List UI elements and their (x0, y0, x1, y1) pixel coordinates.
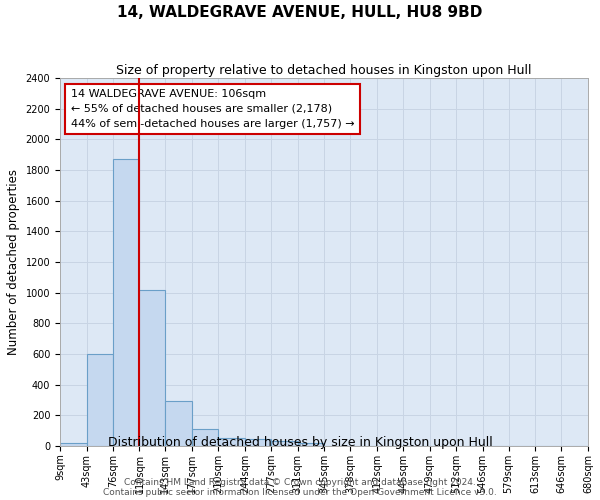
Text: 14 WALDEGRAVE AVENUE: 106sqm
← 55% of detached houses are smaller (2,178)
44% of: 14 WALDEGRAVE AVENUE: 106sqm ← 55% of de… (71, 89, 354, 128)
Bar (60, 443, 87, 446)
Bar (245, 439, 271, 446)
Bar (87, 354, 113, 446)
Bar (192, 429, 218, 446)
Text: Contains HM Land Registry data © Crown copyright and database right 2024.: Contains HM Land Registry data © Crown c… (124, 478, 476, 487)
Bar (113, 160, 139, 446)
Text: Distribution of detached houses by size in Kingston upon Hull: Distribution of detached houses by size … (107, 436, 493, 449)
Bar (166, 400, 192, 446)
Text: Contains public sector information licensed under the Open Government Licence v3: Contains public sector information licen… (103, 488, 497, 497)
Bar (218, 438, 245, 446)
Bar (139, 290, 166, 446)
Title: Size of property relative to detached houses in Kingston upon Hull: Size of property relative to detached ho… (116, 64, 532, 77)
Text: 14, WALDEGRAVE AVENUE, HULL, HU8 9BD: 14, WALDEGRAVE AVENUE, HULL, HU8 9BD (118, 5, 482, 20)
Y-axis label: Number of detached properties: Number of detached properties (7, 169, 20, 355)
Bar (271, 442, 298, 446)
Bar (298, 443, 325, 446)
